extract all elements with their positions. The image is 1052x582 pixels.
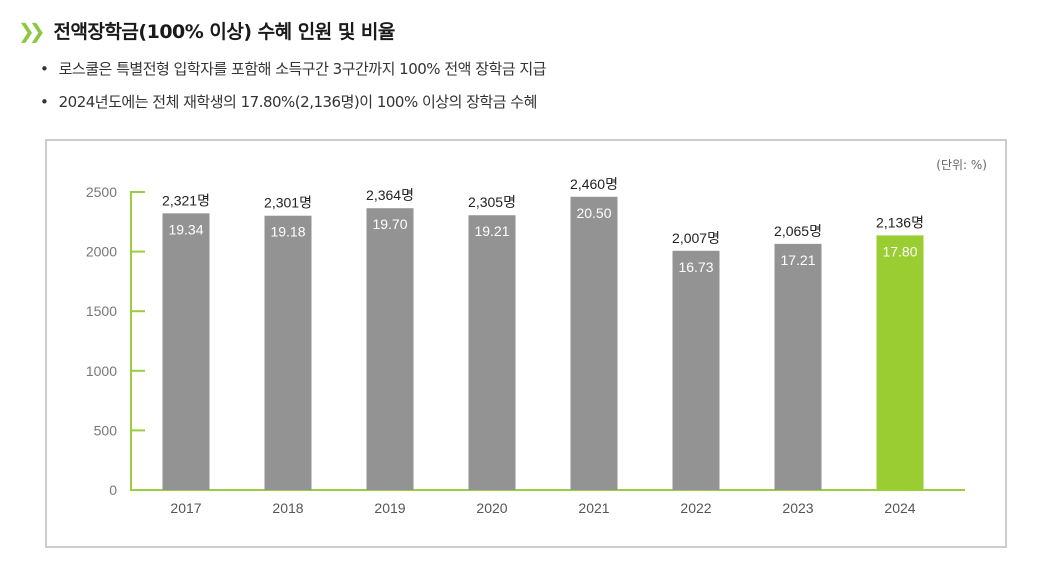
- bullet-list: 로스쿨은 특별전형 입학자를 포함해 소득구간 3구간까지 100% 전액 장학…: [40, 58, 547, 124]
- count-label: 2,136명: [876, 214, 924, 230]
- bar-2019: [366, 208, 414, 491]
- bar-2021: [570, 196, 618, 490]
- x-tick-label: 2020: [476, 500, 507, 516]
- count-label: 2,065명: [774, 223, 822, 239]
- count-label: 2,007명: [672, 230, 720, 246]
- x-tick-label: 2023: [782, 500, 813, 516]
- x-tick-label: 2024: [884, 500, 915, 516]
- x-tick-label: 2021: [578, 500, 609, 516]
- x-tick-label: 2018: [272, 500, 303, 516]
- y-tick-label: 2000: [86, 244, 117, 260]
- bar-2018: [264, 215, 312, 490]
- y-tick-label: 1000: [86, 363, 117, 379]
- y-tick-label: 2500: [86, 184, 117, 200]
- rate-label: 19.34: [168, 221, 203, 237]
- section-title: ❯❯ 전액장학금(100% 이상) 수혜 인원 및 비율: [18, 17, 395, 44]
- count-label: 2,321명: [162, 192, 210, 208]
- rate-label: 19.21: [474, 223, 509, 239]
- y-tick-label: 500: [94, 422, 118, 438]
- title-text: 전액장학금(100% 이상) 수혜 인원 및 비율: [53, 21, 396, 43]
- bullet-item: 로스쿨은 특별전형 입학자를 포함해 소득구간 3구간까지 100% 전액 장학…: [40, 58, 547, 91]
- bullet-item: 2024년도에는 전체 재학생의 17.80%(2,136명)이 100% 이상…: [40, 91, 546, 124]
- count-label: 2,305명: [468, 194, 516, 210]
- unit-note: (단위: %): [936, 158, 987, 172]
- rate-label: 20.50: [576, 205, 611, 221]
- count-label: 2,301명: [264, 195, 312, 211]
- x-tick-label: 2017: [170, 500, 201, 516]
- bar-2023: [774, 243, 822, 490]
- x-tick-label: 2019: [374, 500, 405, 516]
- bar-2017: [162, 213, 210, 491]
- y-tick-label: 1500: [86, 303, 117, 319]
- rate-label: 16.73: [678, 259, 713, 275]
- bar-2020: [468, 215, 516, 490]
- chart-frame: [45, 139, 1007, 548]
- rate-label: 17.80: [882, 243, 917, 259]
- bar-2024: [876, 235, 924, 490]
- x-tick-label: 2022: [680, 500, 711, 516]
- bar-2022: [672, 250, 720, 490]
- y-tick-label: 0: [109, 482, 117, 498]
- count-label: 2,364명: [366, 187, 414, 203]
- rate-label: 19.18: [270, 224, 305, 240]
- count-label: 2,460명: [570, 176, 618, 192]
- rate-label: 19.70: [372, 216, 407, 232]
- rate-label: 17.21: [780, 252, 815, 268]
